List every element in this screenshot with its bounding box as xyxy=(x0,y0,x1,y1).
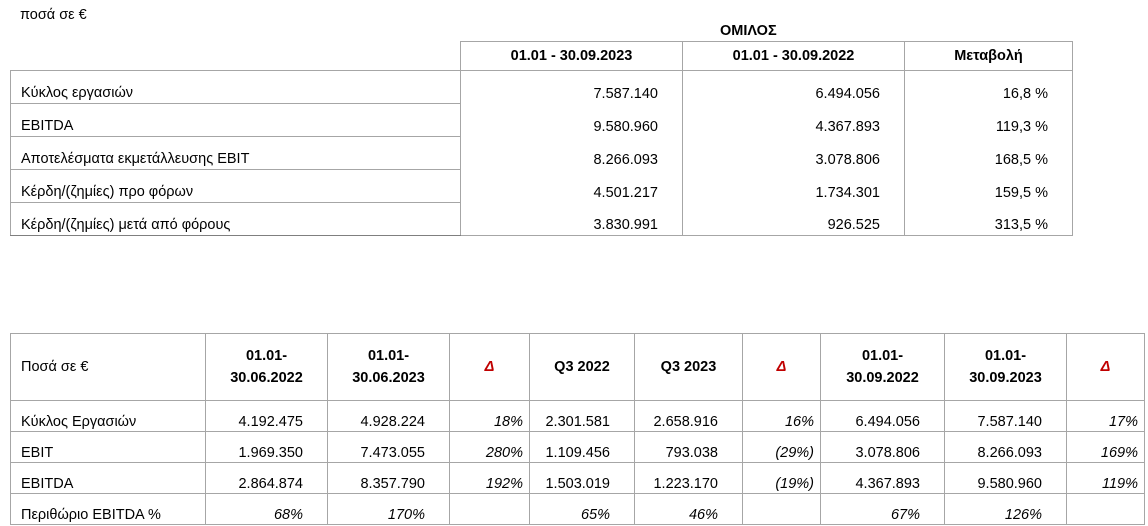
cell-2023: 7.587.140 xyxy=(460,70,683,104)
cell: 1.969.350 xyxy=(205,431,328,463)
col-header-h1-2022: 01.01- 30.06.2022 xyxy=(205,333,328,401)
cell: 1.223.170 xyxy=(634,462,743,494)
table-row: Αποτελέσματα εκμετάλλευσης EBIT 8.266.09… xyxy=(10,136,1073,170)
group-results-table: 01.01 - 30.09.2023 01.01 - 30.09.2022 Με… xyxy=(10,41,1073,236)
row-label: Κύκλος εργασιών xyxy=(10,70,461,104)
cell-change: 16,8 % xyxy=(904,70,1073,104)
row-label: Κύκλος Εργασιών xyxy=(10,400,206,432)
col-header-change: Μεταβολή xyxy=(904,41,1073,71)
table-row: Κύκλος εργασιών 7.587.140 6.494.056 16,8… xyxy=(10,70,1073,104)
period-comparison-table: Ποσά σε € 01.01- 30.06.2022 01.01- 30.06.2… xyxy=(10,333,1145,525)
cell-delta: 17% xyxy=(1066,400,1145,432)
table-row: Κύκλος Εργασιών 4.192.475 4.928.224 18% … xyxy=(10,400,1145,432)
cell-2022: 1.734.301 xyxy=(682,169,905,203)
cell: 65% xyxy=(529,493,635,525)
col-header-h1-2023: 01.01- 30.06.2023 xyxy=(327,333,450,401)
cell: 68% xyxy=(205,493,328,525)
cell: 1.109.456 xyxy=(529,431,635,463)
cell-2022: 3.078.806 xyxy=(682,136,905,170)
cell: 2.301.581 xyxy=(529,400,635,432)
cell: 9.580.960 xyxy=(944,462,1067,494)
cell-2022: 4.367.893 xyxy=(682,103,905,137)
col-header-9m-2023: 01.01- 30.09.2023 xyxy=(944,333,1067,401)
cell-2023: 8.266.093 xyxy=(460,136,683,170)
table-row: Περιθώριο EBITDA % 68% 170% 65% 46% 67% … xyxy=(10,493,1145,525)
cell-delta: 280% xyxy=(449,431,530,463)
cell-delta xyxy=(1066,493,1145,525)
cell-delta: (19%) xyxy=(742,462,821,494)
row-label: Αποτελέσματα εκμετάλλευσης EBIT xyxy=(10,136,461,170)
cell: 793.038 xyxy=(634,431,743,463)
col-header-label: Ποσά σε € xyxy=(10,333,206,401)
table-row: EBITDA 9.580.960 4.367.893 119,3 % xyxy=(10,103,1073,137)
cell-delta: 169% xyxy=(1066,431,1145,463)
cell-delta xyxy=(449,493,530,525)
table-header-row: 01.01 - 30.09.2023 01.01 - 30.09.2022 Με… xyxy=(11,41,1073,71)
cell-delta: 18% xyxy=(449,400,530,432)
col-header-9m-2022: 01.01- 30.09.2022 xyxy=(820,333,945,401)
col-header-q3-2022: Q3 2022 xyxy=(529,333,635,401)
cell-delta: 192% xyxy=(449,462,530,494)
col-header-2022: 01.01 - 30.09.2022 xyxy=(682,41,905,71)
cell-2023: 3.830.991 xyxy=(460,202,683,236)
cell: 7.587.140 xyxy=(944,400,1067,432)
row-label: Κέρδη/(ζημίες) προ φόρων xyxy=(10,169,461,203)
cell: 4.192.475 xyxy=(205,400,328,432)
cell-delta xyxy=(742,493,821,525)
row-label: EBIT xyxy=(10,431,206,463)
cell: 126% xyxy=(944,493,1067,525)
table-row: EBIT 1.969.350 7.473.055 280% 1.109.456 … xyxy=(10,431,1145,463)
cell-delta: 119% xyxy=(1066,462,1145,494)
cell: 4.367.893 xyxy=(820,462,945,494)
cell-delta: (29%) xyxy=(742,431,821,463)
table-row: Κέρδη/(ζημίες) προ φόρων 4.501.217 1.734… xyxy=(10,169,1073,203)
col-header-q3-2023: Q3 2023 xyxy=(634,333,743,401)
cell: 170% xyxy=(327,493,450,525)
row-label: Κέρδη/(ζημίες) μετά από φόρους xyxy=(10,202,461,236)
table-row: Κέρδη/(ζημίες) μετά από φόρους 3.830.991… xyxy=(10,202,1073,236)
col-header-delta-h1: Δ xyxy=(449,333,530,401)
cell-change: 119,3 % xyxy=(904,103,1073,137)
cell: 46% xyxy=(634,493,743,525)
row-label: Περιθώριο EBITDA % xyxy=(10,493,206,525)
row-label: EBITDA xyxy=(10,462,206,494)
row-label: EBITDA xyxy=(10,103,461,137)
col-header-delta-9m: Δ xyxy=(1066,333,1145,401)
cell-change: 313,5 % xyxy=(904,202,1073,236)
col-header-2023: 01.01 - 30.09.2023 xyxy=(460,41,683,71)
cell: 8.266.093 xyxy=(944,431,1067,463)
cell: 2.864.874 xyxy=(205,462,328,494)
cell: 1.503.019 xyxy=(529,462,635,494)
group-title: ΟΜΙΛΟΣ xyxy=(720,23,777,39)
cell: 3.078.806 xyxy=(820,431,945,463)
cell-delta: 16% xyxy=(742,400,821,432)
cell-2022: 926.525 xyxy=(682,202,905,236)
cell: 6.494.056 xyxy=(820,400,945,432)
cell: 2.658.916 xyxy=(634,400,743,432)
cell-change: 159,5 % xyxy=(904,169,1073,203)
cell-2022: 6.494.056 xyxy=(682,70,905,104)
cell-change: 168,5 % xyxy=(904,136,1073,170)
cell-2023: 9.580.960 xyxy=(460,103,683,137)
cell: 4.928.224 xyxy=(327,400,450,432)
cell: 8.357.790 xyxy=(327,462,450,494)
col-header-delta-q3: Δ xyxy=(742,333,821,401)
cell: 67% xyxy=(820,493,945,525)
cell-2023: 4.501.217 xyxy=(460,169,683,203)
cell: 7.473.055 xyxy=(327,431,450,463)
unit-label: ποσά σε € xyxy=(20,7,87,23)
table-header-row: Ποσά σε € 01.01- 30.06.2022 01.01- 30.06.2… xyxy=(10,333,1145,401)
table-row: EBITDA 2.864.874 8.357.790 192% 1.503.01… xyxy=(10,462,1145,494)
